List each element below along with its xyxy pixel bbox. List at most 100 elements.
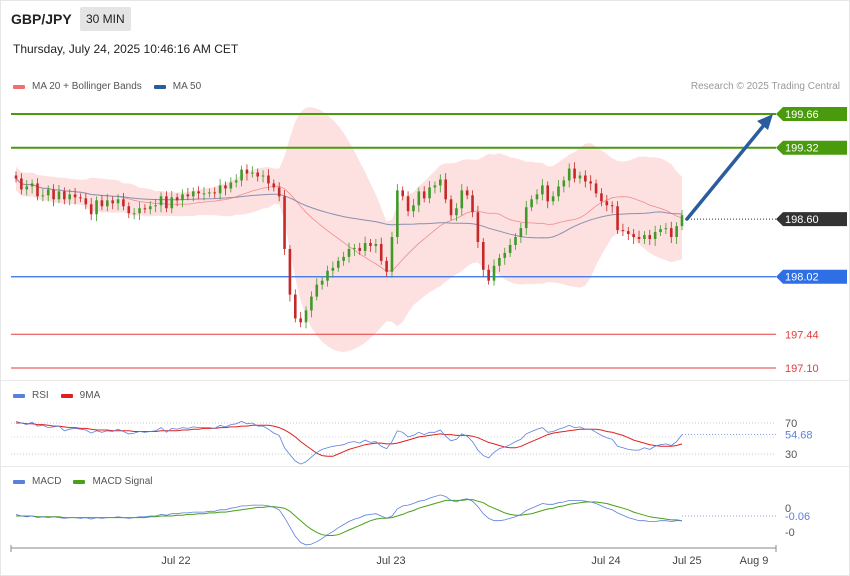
candle: [191, 187, 195, 202]
candle: [492, 259, 496, 286]
candle-body: [589, 181, 592, 184]
candle-body: [175, 197, 179, 201]
time-tick-label: Jul 23: [376, 555, 405, 567]
forecast-arrow-head: [757, 114, 773, 130]
candle: [267, 169, 270, 191]
candle-body: [659, 229, 662, 233]
candle: [358, 242, 362, 255]
candle: [175, 193, 179, 207]
candle: [304, 306, 308, 329]
candle: [202, 187, 206, 201]
candle-body: [669, 228, 673, 238]
candle: [342, 251, 345, 266]
candle: [363, 236, 367, 256]
candle-body: [154, 205, 157, 207]
candle-body: [379, 243, 383, 261]
candle: [498, 253, 501, 272]
candle: [213, 187, 217, 199]
candle-body: [20, 178, 23, 190]
candle: [331, 261, 335, 278]
candle-body: [471, 195, 474, 213]
candle: [68, 189, 72, 206]
candle-body: [159, 196, 163, 206]
level-label-198.02: 198.02: [785, 272, 819, 284]
candle: [240, 165, 243, 187]
bollinger-band-area: [16, 107, 682, 352]
candle: [637, 230, 641, 243]
legend-item-9ma: 9MA: [60, 390, 101, 401]
candle: [116, 194, 120, 211]
timeframe-button[interactable]: 30 MIN: [80, 7, 131, 31]
candle: [535, 189, 539, 205]
candle-body: [229, 182, 233, 189]
candle: [680, 210, 684, 231]
candle: [422, 186, 426, 203]
candle-body: [283, 196, 286, 249]
candle: [503, 247, 507, 265]
candle: [573, 162, 576, 183]
candle-body: [41, 195, 45, 197]
rsi-swatch: [13, 393, 25, 398]
candle: [396, 184, 399, 244]
candle-body: [14, 175, 18, 179]
candle-body: [653, 232, 657, 240]
candle: [132, 208, 136, 220]
candle: [508, 238, 512, 257]
candle-body: [299, 318, 302, 323]
candle-body: [412, 205, 415, 212]
candle-body: [165, 196, 168, 209]
rsi-tick-label: 70: [785, 418, 797, 430]
candle-body: [106, 200, 109, 207]
macd-signal-swatch: [73, 479, 86, 484]
candle: [621, 223, 625, 237]
candle-body: [481, 241, 485, 270]
research-credit: Research © 2025 Trading Central: [690, 81, 840, 92]
candle-body: [181, 194, 184, 201]
candle-body: [439, 179, 442, 186]
candle: [326, 265, 329, 287]
candle: [546, 181, 550, 209]
candle-body: [605, 201, 609, 206]
candle-body: [256, 172, 259, 177]
legend-label-rsi: RSI: [32, 390, 49, 401]
time-tick-label: Jul 24: [591, 555, 620, 567]
macd-current-label: -0.06: [785, 511, 810, 523]
legend-item-macd: MACD: [13, 476, 61, 487]
candle-body: [25, 186, 29, 190]
candle: [406, 191, 410, 217]
level-label-199.66: 199.66: [785, 109, 819, 121]
candle-body: [148, 206, 152, 210]
candle: [379, 237, 383, 265]
candle: [347, 242, 351, 263]
candle-body: [132, 213, 136, 215]
candle-body: [433, 185, 437, 188]
candle: [299, 312, 302, 328]
candle: [605, 194, 609, 212]
candle-body: [396, 190, 399, 238]
candle-body: [197, 191, 200, 194]
candle-body: [444, 179, 447, 200]
level-tag-199.32: [776, 140, 847, 155]
legend-label-9ma: 9MA: [79, 390, 101, 401]
legend-item-ma50: MA 50: [153, 81, 201, 92]
candle: [143, 204, 147, 214]
candle: [127, 202, 131, 219]
candle-body: [116, 199, 120, 204]
ma50-swatch: [153, 84, 166, 89]
candle: [251, 166, 254, 178]
candle-body: [127, 206, 131, 214]
legend-label-ma20: MA 20 + Bollinger Bands: [32, 81, 142, 92]
candle: [57, 185, 61, 204]
candle: [616, 201, 619, 235]
candle: [256, 168, 259, 182]
candle-body: [578, 175, 582, 179]
candle-body: [514, 237, 517, 245]
macd-signal-line: [16, 499, 683, 536]
candle-body: [594, 183, 598, 194]
candle: [632, 228, 635, 244]
candle-body: [621, 230, 625, 232]
candle-body: [616, 206, 619, 231]
rsi-tick-label: 30: [785, 449, 797, 461]
candle: [578, 171, 582, 184]
macd-tick-label: 0: [785, 503, 791, 515]
